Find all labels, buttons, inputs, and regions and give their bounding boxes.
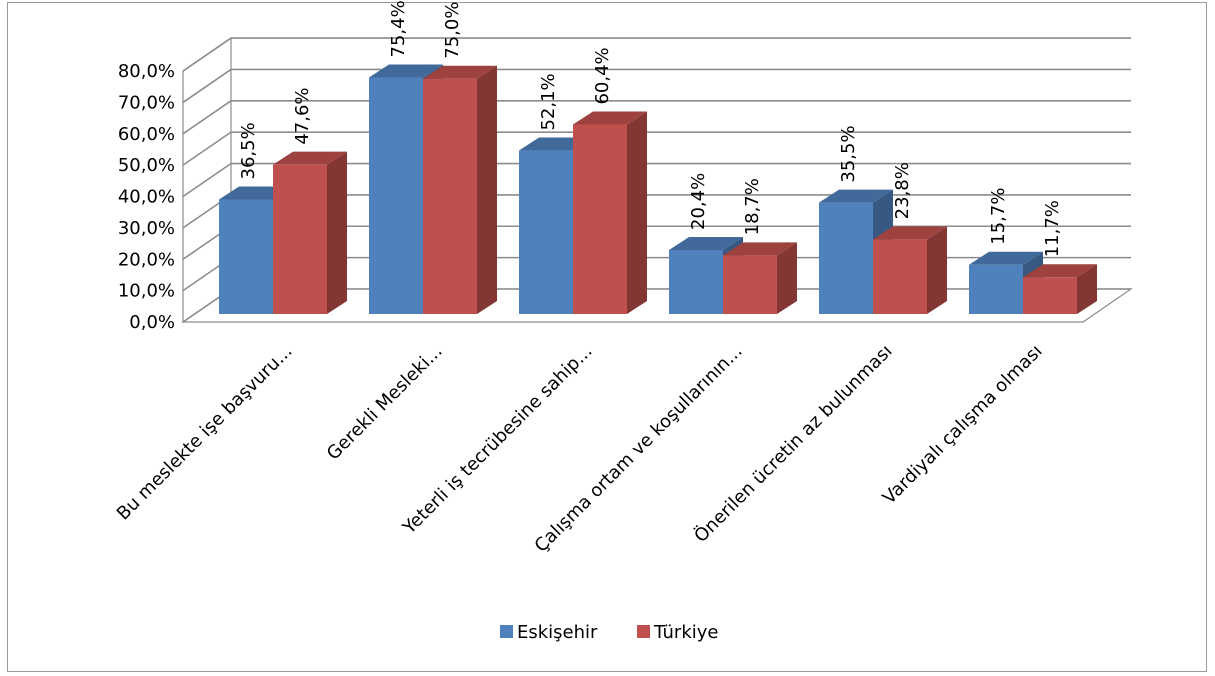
bar-eskisehir-2 (519, 150, 573, 314)
legend-label: Eskişehir (517, 622, 598, 643)
y-tick-label: 80,0% (118, 61, 175, 82)
legend-swatch (637, 625, 650, 638)
gridline (182, 99, 1131, 135)
legend-swatch (500, 625, 513, 638)
y-tick-label: 70,0% (118, 92, 175, 113)
bar-side (1077, 264, 1097, 314)
y-tick-label: 10,0% (118, 281, 175, 302)
bar-turkiye-1 (423, 78, 477, 314)
bar-top (669, 237, 743, 251)
bar-top (1023, 264, 1097, 278)
bar-top (723, 242, 797, 256)
bar-turkiye-4 (873, 239, 927, 314)
data-label: 20,4% (688, 173, 709, 230)
category-label: Gerekli Mesleki... (323, 341, 447, 465)
data-label: 47,6% (292, 87, 313, 144)
bar-eskisehir-4 (819, 202, 873, 314)
data-label: 15,7% (988, 188, 1009, 245)
data-label: 35,5% (838, 125, 859, 182)
y-tick-label: 30,0% (118, 218, 175, 239)
bar-eskisehir-1 (369, 77, 423, 314)
legend: Eskişehir Türkiye (500, 622, 719, 643)
gridline (182, 68, 1131, 104)
y-tick-label: 0,0% (129, 312, 175, 333)
y-tick-label: 20,0% (118, 249, 175, 270)
y-tick-label: 60,0% (118, 124, 175, 145)
data-label: 36,5% (238, 122, 259, 179)
bar-side (477, 65, 497, 314)
data-labels: 36,5% 47,6% 75,4% 75,0% 52,1% 60,4% 20,4% 18,7%… (238, 0, 1063, 257)
bar-turkiye-2 (573, 124, 627, 314)
bar-side (777, 242, 797, 314)
data-label: 11,7% (1042, 200, 1063, 257)
data-label: 75,4% (388, 0, 409, 57)
y-tick-label: 40,0% (118, 187, 175, 208)
legend-label: Türkiye (653, 622, 719, 643)
gridline (182, 131, 1131, 166)
gridline (182, 162, 1131, 198)
category-label: Bu meslekte işe başvuru... (113, 341, 297, 525)
bar-top (969, 251, 1043, 265)
category-labels: Bu meslekte işe başvuru... Gerekli Meslek… (113, 340, 1047, 557)
bar-top (819, 189, 893, 203)
bar-top (873, 226, 947, 240)
gridline (182, 37, 1131, 72)
category-label: Vardiyalı çalışma olması (879, 341, 1047, 509)
data-label: 23,8% (892, 162, 913, 219)
bar-top (273, 151, 347, 165)
bar-top (369, 64, 443, 78)
bar-side (327, 151, 347, 314)
bar-eskisehir-5 (969, 264, 1023, 314)
data-label: 52,1% (538, 73, 559, 130)
data-label: 60,4% (592, 47, 613, 104)
data-label: 75,0% (442, 2, 463, 59)
y-tick-label: 50,0% (118, 155, 175, 176)
bar-turkiye-3 (723, 255, 777, 314)
bar-eskisehir-3 (669, 250, 723, 314)
bar-turkiye-5 (1023, 277, 1077, 314)
bar-side (927, 226, 947, 314)
bar-top (573, 111, 647, 125)
y-axis-ticks: 0,0% 10,0% 20,0% 30,0% 40,0% 50,0% 60,0% 70,0% 8… (118, 61, 175, 333)
bar-turkiye-0 (273, 164, 327, 314)
bar-side (627, 111, 647, 314)
bar-eskisehir-0 (219, 199, 273, 314)
bars (219, 64, 1097, 314)
data-label: 18,7% (742, 178, 763, 235)
bar-top (423, 65, 497, 79)
